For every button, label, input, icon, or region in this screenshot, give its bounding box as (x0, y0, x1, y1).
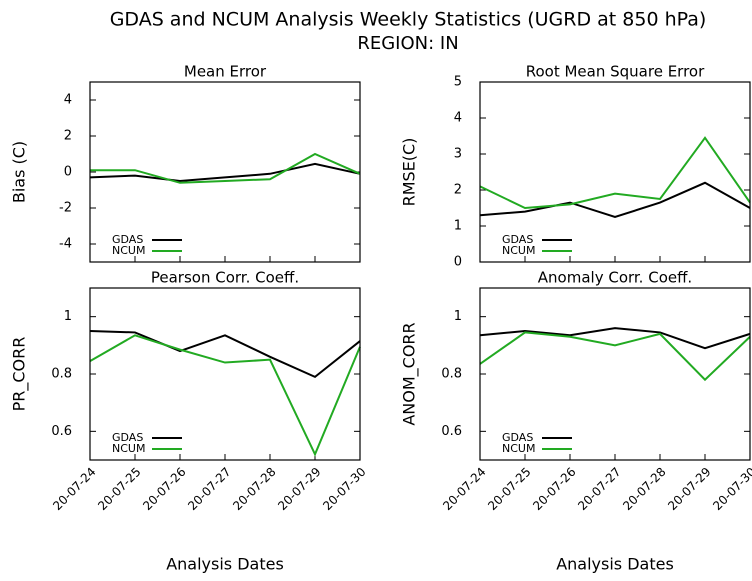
x-tick-label: 20-07-29 (275, 465, 323, 513)
plot-frame (479, 81, 751, 263)
x-tick-label: 20-07-28 (620, 465, 668, 513)
x-tick-label: 20-07-27 (575, 465, 623, 513)
series-line (479, 181, 751, 219)
y-tick-label: 1 (64, 309, 72, 324)
x-tick-label: 20-07-30 (710, 465, 752, 513)
y-tick-label: 0.8 (441, 367, 462, 382)
figure-title: GDAS and NCUM Analysis Weekly Statistics… (110, 9, 707, 31)
y-tick-label: 2 (64, 129, 72, 144)
legend-label: NCUM (112, 442, 145, 455)
y-tick-label: 1 (454, 219, 462, 234)
x-axis-label: Analysis Dates (166, 555, 284, 574)
series-line (89, 334, 361, 457)
y-tick-label: 4 (64, 93, 72, 108)
legend-label: GDAS (502, 233, 533, 246)
x-tick-label: 20-07-25 (95, 465, 143, 513)
x-axis-label: Analysis Dates (556, 555, 674, 574)
x-tick-label: 20-07-26 (140, 465, 188, 513)
y-tick-label: 2 (454, 183, 462, 198)
x-tick-label: 20-07-28 (230, 465, 278, 513)
legend-label: GDAS (112, 431, 143, 444)
legend-label: GDAS (112, 233, 143, 246)
plot-frame (479, 287, 751, 461)
subplot-title: Mean Error (184, 63, 267, 81)
y-axis-label: Bias (C) (10, 141, 29, 203)
y-tick-label: 0 (454, 255, 462, 270)
series-line (479, 331, 751, 382)
y-tick-label: 0.8 (51, 367, 72, 382)
y-tick-label: 0.6 (51, 424, 72, 439)
series-line (479, 327, 751, 350)
x-tick-label: 20-07-25 (485, 465, 533, 513)
y-axis-label: ANOM_CORR (400, 322, 420, 425)
x-tick-label: 20-07-30 (320, 465, 368, 513)
x-tick-label: 20-07-29 (665, 465, 713, 513)
plot-frame (89, 81, 361, 263)
y-axis-label: RMSE(C) (400, 138, 419, 207)
series-line (90, 152, 361, 184)
series-line (479, 136, 751, 210)
x-tick-label: 20-07-26 (530, 465, 578, 513)
legend-label: NCUM (502, 244, 535, 257)
subplot-title: Pearson Corr. Coeff. (151, 269, 299, 287)
figure-subtitle: REGION: IN (357, 33, 458, 54)
plot-frame (89, 287, 361, 461)
legend-label: NCUM (502, 442, 535, 455)
y-tick-label: 0.6 (441, 424, 462, 439)
y-tick-label: 5 (454, 75, 462, 90)
legend-label: GDAS (502, 431, 533, 444)
y-axis-label: PR_CORR (10, 337, 30, 412)
legend-label: NCUM (112, 244, 145, 257)
x-tick-label: 20-07-24 (440, 465, 488, 513)
x-tick-label: 20-07-27 (185, 465, 233, 513)
y-tick-label: 0 (64, 165, 72, 180)
y-tick-label: 3 (454, 147, 462, 162)
y-tick-label: -4 (59, 237, 72, 252)
y-tick-label: 4 (454, 111, 462, 126)
y-tick-label: -2 (59, 201, 72, 216)
series-line (89, 330, 361, 379)
subplot-title: Root Mean Square Error (526, 63, 705, 81)
subplot-title: Anomaly Corr. Coeff. (538, 269, 692, 287)
series-line (89, 162, 361, 183)
y-tick-label: 1 (454, 309, 462, 324)
x-tick-label: 20-07-24 (50, 465, 98, 513)
